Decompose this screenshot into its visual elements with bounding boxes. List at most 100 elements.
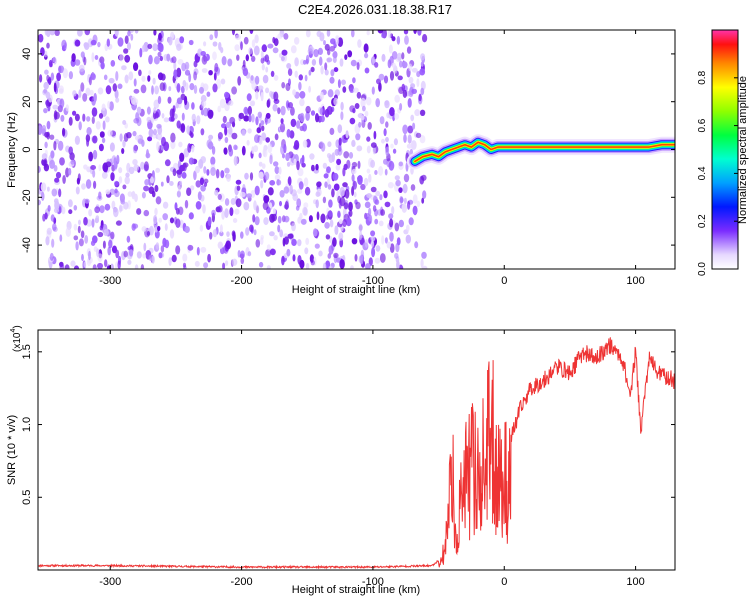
spectrogram-noise-cell — [155, 242, 160, 250]
spectrogram-noise-cell — [363, 43, 369, 53]
spectrogram-noise-cell — [299, 98, 305, 107]
spectrogram-noise-cell — [341, 79, 346, 86]
spectrogram-noise-cell — [261, 163, 266, 169]
spectrogram-noise-cell — [234, 208, 240, 215]
spectrogram-noise-cell — [78, 121, 82, 131]
spectrogram-noise-cell — [228, 147, 234, 157]
colorbar-tick-label: 0.4 — [697, 166, 708, 180]
spectrogram-noise-cell — [255, 116, 259, 126]
spectrogram-noise-cell — [52, 223, 57, 231]
spectrogram-noise-cell — [281, 49, 288, 56]
spectrogram-noise-cell — [308, 215, 313, 223]
spectrogram-noise-cell — [316, 181, 322, 188]
spectrogram-noise-cell — [320, 142, 326, 152]
spectrogram-noise-cell — [194, 260, 200, 267]
spectrogram-noise-cell — [78, 238, 84, 247]
snr-frame — [37, 329, 676, 571]
figure-title: C2E4.2026.031.18.38.R17 — [298, 2, 452, 17]
spectrogram-noise-cell — [315, 191, 321, 197]
spectrogram-noise-cell — [419, 109, 426, 117]
snr-xtick-label: -300 — [99, 576, 121, 588]
spectrogram-noise-cell — [366, 136, 371, 142]
spectrogram-noise-cell — [387, 182, 394, 189]
spectrogram-noise-cell — [378, 220, 384, 227]
spectrogram-noise-cell — [263, 217, 269, 226]
spectrogram-noise-cell — [391, 62, 396, 68]
spectrogram-noise-cell — [333, 252, 339, 259]
spectrogram-noise-cell — [403, 133, 407, 143]
spectrogram-noise-cell — [110, 60, 116, 67]
spectrogram-noise-cell — [379, 116, 385, 125]
spectrogram-noise-cell — [233, 155, 238, 166]
spectrogram-noise-cell — [168, 86, 172, 92]
spectrogram-noise-cell — [177, 185, 181, 192]
spectrogram-noise-cell — [98, 143, 104, 152]
spectrogram-noise-cell — [269, 154, 273, 165]
spectrogram-noise-cell — [240, 231, 244, 239]
spectrogram-noise-cell — [98, 191, 102, 200]
spectrogram-noise-cell — [140, 84, 147, 94]
spectrogram-noise-cell — [77, 225, 81, 234]
spectrogram-noise-cell — [241, 145, 246, 156]
spectrogram-noise-cell — [342, 86, 347, 93]
spectrogram-noise-cell — [342, 218, 347, 228]
spectrogram-noise-cell — [105, 85, 112, 95]
spectrogram-noise-cell — [83, 216, 88, 226]
spectrogram-noise-cell — [299, 259, 305, 269]
spectrogram-noise-cell — [235, 179, 242, 185]
spectrogram-noise-cell — [217, 241, 223, 249]
spectrogram-noise-cell — [332, 172, 339, 181]
spectrogram-noise-cell — [338, 232, 344, 241]
spectrogram-noise-cell — [210, 156, 216, 166]
spectrogram-noise-cell — [84, 42, 90, 50]
spectrogram-noise-cell — [172, 168, 177, 177]
spectrogram-noise-cell — [237, 76, 242, 86]
spectrogram-noise-cell — [342, 182, 348, 188]
spectrogram-noise-cell — [38, 199, 41, 206]
spectrogram-noise-cell — [133, 88, 140, 94]
spectrogram-noise-cell — [322, 162, 328, 169]
spectrogram-noise-cell — [127, 191, 133, 197]
spectrogram-noise-cell — [226, 231, 230, 238]
spectrogram-noise-cell — [199, 224, 204, 232]
spectrogram-noise-cell — [98, 164, 102, 172]
spectrogram-noise-cell — [265, 112, 271, 119]
spectrogram-noise-cell — [414, 241, 419, 249]
spectrogram-noise-cell — [158, 32, 162, 41]
spectrogram-noise-cell — [73, 205, 78, 211]
spectrogram-noise-cell — [391, 206, 395, 215]
spectrogram-noise-cell — [121, 148, 125, 154]
spectrogram-noise-cell — [153, 128, 158, 136]
spectrogram-noise-cell — [133, 62, 139, 71]
spectrogram-noise-cell — [260, 50, 264, 59]
spectrogram-noise-cell — [84, 235, 89, 244]
spectrogram-noise-cell — [302, 59, 307, 65]
spectrogram-noise-cell — [411, 67, 418, 73]
spectrogram-noise-cell — [157, 132, 163, 141]
spectrogram-noise-cell — [57, 140, 64, 151]
spectrogram-noise-cell — [154, 111, 159, 119]
spectrogram-noise-cell — [181, 172, 187, 179]
spectrogram-noise-cell — [245, 54, 249, 62]
spectrogram-noise-cell — [395, 179, 401, 187]
spectrogram-noise-cell — [146, 106, 151, 115]
spectrogram-noise-cell — [124, 176, 130, 185]
spectrogram-noise-cell — [127, 42, 131, 51]
spectrogram-noise-cell — [338, 137, 342, 146]
snr-xtick-label: 100 — [626, 576, 644, 588]
spectrogram-noise-cell — [142, 253, 147, 259]
spectrogram-noise-cell — [304, 247, 309, 255]
spectrogram-noise-cell — [97, 41, 101, 48]
spectrogram-noise-cell — [291, 222, 296, 232]
spectrogram-noise-cell — [283, 215, 290, 223]
spectrogram-noise-cell — [169, 217, 175, 224]
spectrogram-noise-cell — [407, 98, 412, 108]
spectrogram-noise-cell — [305, 262, 310, 269]
spectrogram-noise-cell — [188, 157, 195, 165]
spectrogram-noise-cell — [81, 183, 86, 190]
spectrogram-noise-cell — [119, 204, 122, 213]
spectrogram-noise-cell — [231, 230, 236, 237]
spectrogram-noise-cell — [203, 166, 207, 174]
snr-scale-close: ) — [12, 325, 23, 328]
spectrogram-noise-cell — [147, 43, 153, 50]
